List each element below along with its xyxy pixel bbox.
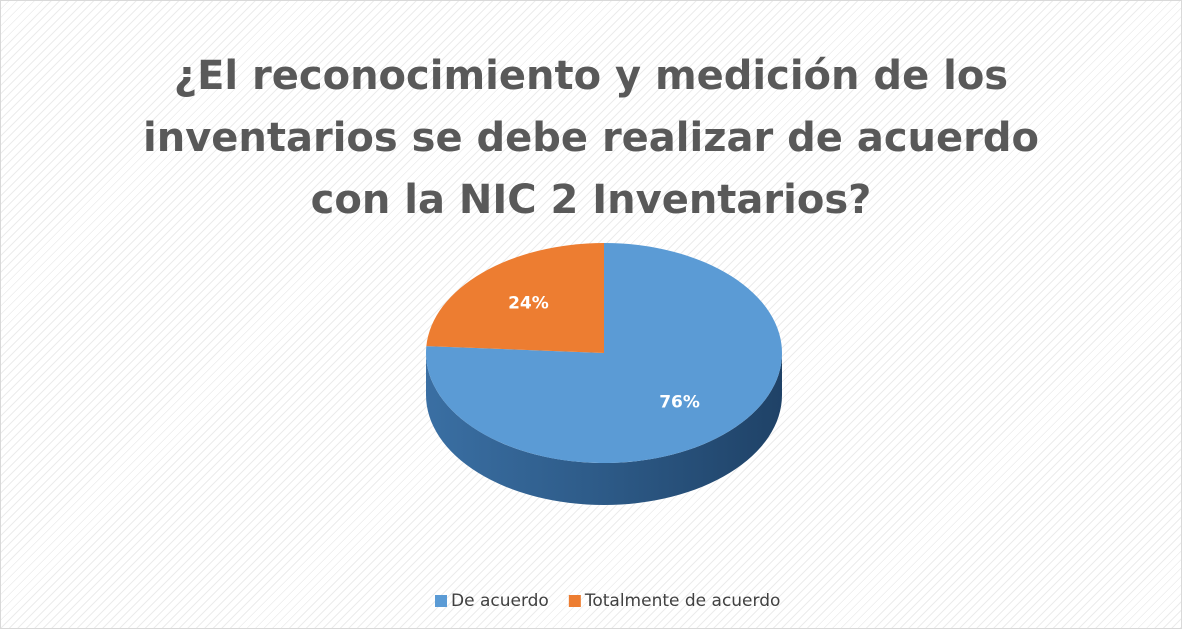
slice	[426, 243, 604, 353]
legend-label: De acuerdo	[451, 591, 549, 611]
data-label: 76%	[659, 393, 700, 413]
legend-swatch	[435, 595, 447, 607]
data-label: 24%	[508, 293, 549, 313]
slice-side	[426, 353, 782, 505]
chart-title: ¿El reconocimiento y medición de los inv…	[143, 53, 1039, 223]
legend-swatch	[568, 595, 581, 607]
legend-label: Totalmente de acuerdo	[584, 591, 781, 611]
